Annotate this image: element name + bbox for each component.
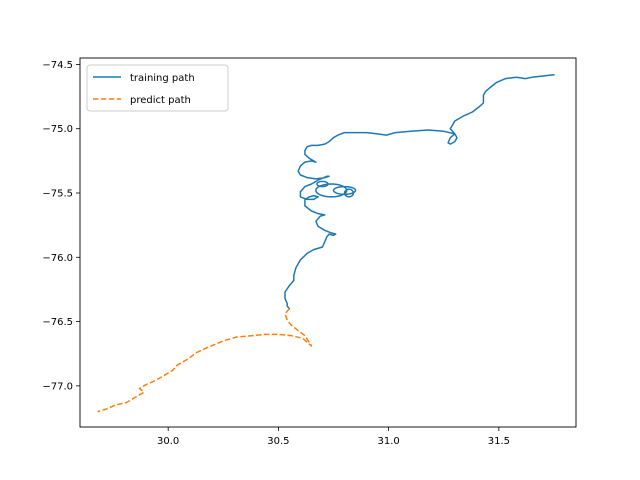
x-tick-label: 31.0 <box>377 436 399 447</box>
y-axis: −74.5 −75.0 −75.5 −76.0 −76.5 −77.0 <box>42 60 80 392</box>
series-line-training-path <box>284 73 555 310</box>
x-tick-label: 30.5 <box>267 436 289 447</box>
y-tick-label: −75.5 <box>42 189 73 200</box>
axes-frame <box>79 57 577 428</box>
y-tick-label: −76.5 <box>42 317 73 328</box>
series-line-predict-path <box>97 308 313 413</box>
y-tick-label: −77.0 <box>42 381 73 392</box>
y-tick-label: −74.5 <box>42 60 73 71</box>
legend-label-training-path: training path <box>130 73 195 84</box>
legend: training path predict path <box>86 64 229 112</box>
x-tick-label: 31.5 <box>488 436 510 447</box>
x-axis: 30.0 30.5 31.0 31.5 <box>157 427 510 447</box>
legend-label-predict-path: predict path <box>130 95 191 106</box>
series-loop <box>315 183 348 198</box>
legend-box <box>86 64 229 112</box>
x-tick-label: 30.0 <box>157 436 179 447</box>
y-tick-label: −75.0 <box>42 124 73 135</box>
series-loop <box>316 180 329 188</box>
series-loop <box>343 188 355 198</box>
y-tick-label: −76.0 <box>42 253 73 264</box>
plot-area <box>97 73 555 413</box>
